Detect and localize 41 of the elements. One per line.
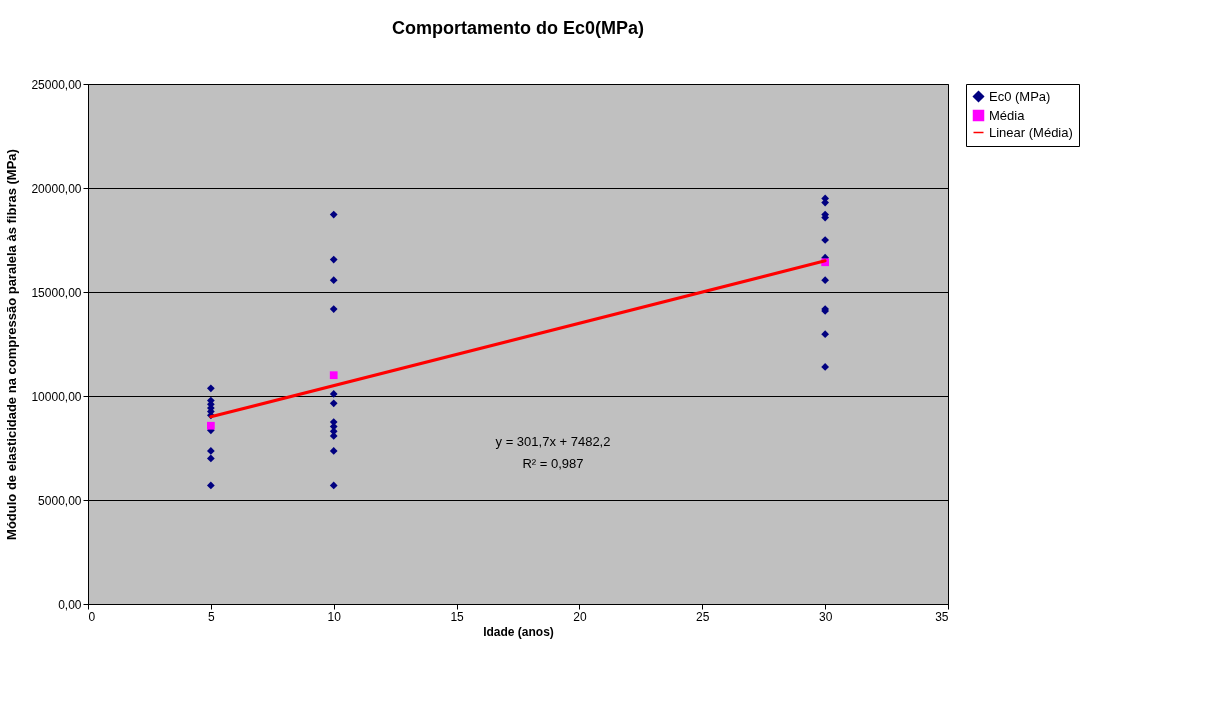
x-tick-label: 25 <box>696 609 710 624</box>
y-tick-label: 25000,00 <box>31 77 82 92</box>
x-tick-label: 20 <box>573 609 587 624</box>
point <box>329 255 338 264</box>
point <box>329 447 338 455</box>
x-tick-label: 15 <box>450 609 465 624</box>
point <box>329 432 338 440</box>
y-tick-label: 0,00 <box>58 597 82 612</box>
point <box>329 399 338 408</box>
point <box>329 210 338 219</box>
point <box>329 305 338 313</box>
legend-label: Média <box>989 107 1026 123</box>
x-tick-label: 10 <box>327 609 342 624</box>
point <box>206 481 215 490</box>
annotation: y = 301,7x + 7482,2 <box>495 434 611 449</box>
point <box>206 447 215 455</box>
y-tick-label: 15000,00 <box>31 285 82 300</box>
point <box>329 276 338 285</box>
chart-title: Comportamento do Ec0(MPa) <box>391 18 645 38</box>
point <box>329 390 338 398</box>
point <box>206 454 215 463</box>
legend-label: Ec0 (MPa) <box>989 88 1051 104</box>
x-axis-title: Idade (anos) <box>483 624 554 639</box>
point <box>821 330 830 339</box>
point <box>329 481 338 490</box>
x-tick-label: 35 <box>935 609 949 624</box>
y-tick-label: 20000,00 <box>31 181 82 196</box>
x-tick-label: 0 <box>88 609 96 624</box>
point <box>206 384 215 393</box>
point <box>821 276 830 285</box>
point <box>821 236 830 244</box>
legend-label: Linear (Média) <box>989 124 1073 140</box>
annotation: R² = 0,987 <box>522 456 584 471</box>
point <box>329 371 338 380</box>
point <box>821 363 830 371</box>
x-tick-label: 30 <box>818 609 833 624</box>
x-tick-label: 5 <box>208 609 216 624</box>
y-axis-title: Módulo de elasticidade na compressão paralela às fibras (MPa) <box>4 149 20 540</box>
y-tick-label: 5000,00 <box>38 493 82 508</box>
point <box>206 421 215 430</box>
y-tick-label: 10000,00 <box>31 389 82 404</box>
